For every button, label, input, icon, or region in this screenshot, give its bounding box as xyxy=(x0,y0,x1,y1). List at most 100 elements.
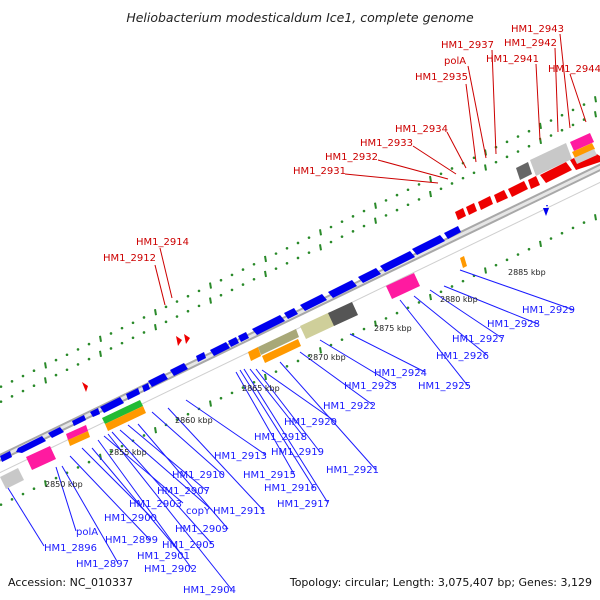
reverse-leader-line xyxy=(55,466,77,532)
minor-tick xyxy=(417,198,421,201)
scale-label: 2855 kbp xyxy=(109,448,147,457)
reverse-leader-line xyxy=(255,368,321,453)
minor-tick xyxy=(252,277,256,281)
forward-gene-label: HM1_2941 xyxy=(486,54,539,65)
minor-tick xyxy=(340,235,344,238)
reverse-gene-label: HM1_2903 xyxy=(129,499,182,510)
minor-tick xyxy=(230,391,234,395)
reverse-gene-label: polA xyxy=(76,527,98,538)
minor-tick xyxy=(219,278,223,282)
reverse-leader-line xyxy=(349,333,426,373)
minor-tick xyxy=(527,144,531,148)
forward-gene-label: HM1_2931 xyxy=(293,166,346,177)
minor-tick xyxy=(571,226,575,230)
reverse-gene-label: HM1_2929 xyxy=(522,305,575,316)
reverse-gene-label: HM1_2911 xyxy=(213,506,266,517)
reverse-gene-label: HM1_2905 xyxy=(162,540,215,551)
reverse-leader-line xyxy=(429,289,503,339)
minor-tick xyxy=(450,182,454,185)
scale-label: 2880 kbp xyxy=(440,295,478,304)
minor-tick xyxy=(395,208,399,212)
scale-label: 2865 kbp xyxy=(242,384,280,393)
forward-gene-label: HM1_2935 xyxy=(415,72,468,83)
reverse-gene-label: HM1_2920 xyxy=(284,417,337,428)
minor-tick xyxy=(384,317,388,320)
minor-tick xyxy=(362,224,366,228)
minor-tick xyxy=(120,326,124,330)
forward-gene-label: HM1_2944 xyxy=(548,64,600,75)
forward-leader-line xyxy=(569,73,587,123)
reverse-gene-label: HM1_2900 xyxy=(104,513,157,524)
forward-leader-line xyxy=(159,247,173,299)
minor-tick xyxy=(65,353,69,357)
minor-tick xyxy=(142,434,146,437)
minor-tick xyxy=(219,396,223,400)
minor-tick xyxy=(87,357,91,361)
forward-gene-label: HM1_2934 xyxy=(395,124,448,135)
minor-tick xyxy=(120,341,124,345)
major-tick xyxy=(594,96,597,103)
reverse-gene-arrows xyxy=(0,226,461,462)
minor-tick xyxy=(450,285,454,288)
reverse-gene-label: HM1_2916 xyxy=(264,483,317,494)
minor-tick xyxy=(54,373,58,377)
major-tick xyxy=(319,347,322,354)
minor-tick xyxy=(582,221,586,224)
minor-tick xyxy=(472,156,476,160)
minor-tick xyxy=(54,476,58,480)
major-tick xyxy=(594,214,597,221)
forward-leader-line xyxy=(559,33,571,129)
minor-tick xyxy=(0,503,3,506)
major-tick xyxy=(594,111,597,118)
minor-tick xyxy=(10,498,14,501)
minor-tick xyxy=(307,236,311,239)
major-tick xyxy=(209,297,212,304)
forward-leader-line xyxy=(467,65,487,159)
forward-leader-line xyxy=(154,264,166,306)
minor-tick xyxy=(76,363,80,366)
minor-tick xyxy=(219,293,223,297)
minor-tick xyxy=(21,492,25,496)
reverse-leader-line xyxy=(81,447,153,519)
minor-tick xyxy=(472,171,476,175)
minor-tick xyxy=(109,347,113,350)
minor-tick xyxy=(384,214,388,217)
reverse-gene-label: HM1_2922 xyxy=(323,401,376,412)
reverse-gene-label: HM1_2910 xyxy=(172,470,225,481)
major-tick xyxy=(539,122,542,130)
reverse-leader-line xyxy=(239,369,315,489)
minor-tick xyxy=(230,273,234,277)
major-tick xyxy=(154,308,157,316)
minor-tick xyxy=(494,160,498,164)
minor-tick xyxy=(527,129,531,133)
minor-tick xyxy=(274,370,278,373)
reverse-leader-line xyxy=(111,431,213,545)
forward-gene-label: polA xyxy=(444,56,466,67)
forward-leader-line xyxy=(344,173,439,184)
topology-label: Topology: circular; Length: 3,075,407 bp… xyxy=(289,576,592,589)
forward-gene-label: HM1_2937 xyxy=(441,40,494,51)
major-tick xyxy=(154,426,157,434)
major-tick xyxy=(264,270,267,278)
minor-tick xyxy=(549,119,553,122)
reverse-leader-line xyxy=(7,487,45,547)
minor-tick xyxy=(450,167,454,170)
minor-tick xyxy=(417,183,421,186)
minor-tick xyxy=(307,251,311,254)
scale-label: 2870 kbp xyxy=(308,353,346,362)
minor-tick xyxy=(560,128,564,132)
minor-tick xyxy=(131,321,135,325)
reverse-gene-label: HM1_2927 xyxy=(452,334,505,345)
minor-tick xyxy=(252,380,256,384)
reverse-gene-label: HM1_2923 xyxy=(344,381,397,392)
reverse-gene-label: HM1_2896 xyxy=(44,543,97,554)
reverse-leader-line xyxy=(107,433,233,591)
minor-tick xyxy=(516,135,520,138)
minor-tick xyxy=(186,412,190,416)
minor-tick xyxy=(461,176,465,180)
minor-tick xyxy=(329,225,333,229)
reverse-gene-label: HM1_2926 xyxy=(436,351,489,362)
minor-tick xyxy=(417,301,421,304)
major-tick xyxy=(374,217,377,224)
major-tick xyxy=(319,229,322,236)
